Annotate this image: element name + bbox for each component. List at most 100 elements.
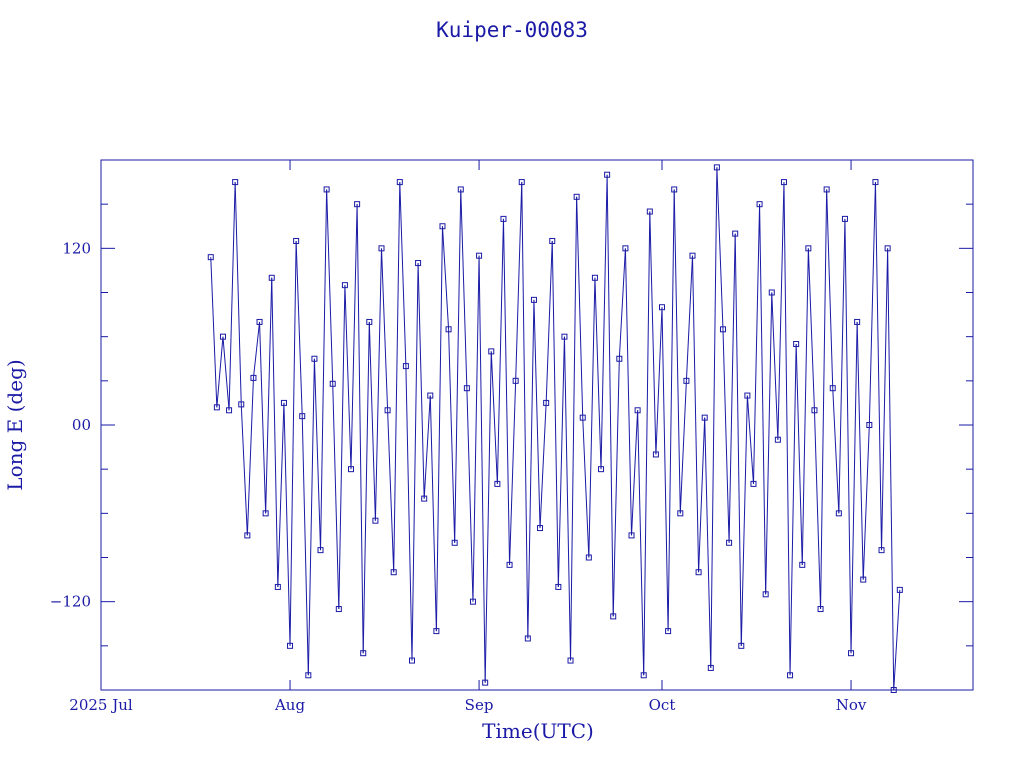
x-axis-title: Time(UTC) <box>482 719 594 743</box>
trace-segment <box>234 182 242 405</box>
data-point <box>835 510 842 517</box>
data-point <box>610 613 617 620</box>
x-tick-label: Aug <box>274 696 305 714</box>
x-axis-tick-labels: 2025 Jul Aug Sep Oct Nov <box>69 696 867 714</box>
data-markers <box>207 164 903 693</box>
trace-segment <box>734 233 742 646</box>
data-point <box>701 414 708 421</box>
trace-segment <box>868 182 876 426</box>
trace-segment <box>826 189 834 389</box>
trace-segment <box>210 257 218 408</box>
trace-segment <box>283 402 291 646</box>
trace-segment <box>795 344 803 565</box>
trace-segment <box>728 233 736 543</box>
trace-segment <box>881 248 889 551</box>
data-point <box>299 413 306 420</box>
trace-segment <box>874 182 883 551</box>
data-point <box>250 374 257 381</box>
data-point <box>780 179 787 186</box>
data-point <box>451 539 458 546</box>
data-point <box>287 642 294 649</box>
trace-segment <box>820 189 828 610</box>
trace-segment <box>527 299 535 639</box>
trace-segment <box>429 395 437 632</box>
data-point <box>896 586 903 593</box>
data-point <box>646 208 653 215</box>
y-tick-label: 120 <box>62 239 91 257</box>
trace-segment <box>624 248 633 536</box>
x-tick-label: 2025 Jul <box>69 696 133 714</box>
trace-segment <box>521 182 529 639</box>
data-point <box>732 230 739 237</box>
trace-segment <box>759 204 767 595</box>
trace-segment <box>576 196 584 418</box>
data-point <box>640 672 647 679</box>
trace-segment <box>460 189 468 389</box>
data-point <box>555 583 562 590</box>
trace-segment <box>813 410 822 610</box>
data-point <box>506 561 513 568</box>
trace-segment <box>545 240 553 403</box>
data-point <box>665 628 672 635</box>
trace-segment <box>850 321 858 654</box>
trace-segment <box>405 366 413 661</box>
data-point <box>488 348 495 355</box>
data-point <box>311 355 318 362</box>
data-point <box>829 385 836 392</box>
data-point <box>622 245 629 252</box>
trace-segment <box>612 358 620 617</box>
trace-segment <box>246 377 254 536</box>
data-point <box>598 466 605 473</box>
data-point <box>707 664 714 671</box>
trace-segment <box>667 189 675 632</box>
trace-segment <box>307 358 315 676</box>
trace-segment <box>661 307 669 632</box>
trace-segment <box>399 182 407 367</box>
data-point <box>695 569 702 576</box>
data-point <box>512 377 519 384</box>
data-point <box>817 606 824 613</box>
data-point <box>866 422 873 428</box>
trace-segment <box>326 189 334 384</box>
data-point <box>854 318 861 325</box>
data-point <box>396 179 403 186</box>
data-point <box>427 392 434 399</box>
data-point <box>323 186 330 193</box>
data-point <box>390 569 397 576</box>
data-point <box>256 318 263 325</box>
trace-segment <box>265 277 273 514</box>
data-point <box>823 186 830 193</box>
data-point <box>457 186 464 193</box>
trace-segment <box>582 417 590 558</box>
data-point <box>433 628 440 635</box>
trace-segment <box>417 263 425 499</box>
trace-segment <box>570 196 578 661</box>
trace-segment <box>722 329 730 543</box>
data-point <box>213 404 220 411</box>
data-point <box>207 254 214 261</box>
data-point <box>616 355 623 362</box>
trace-segment <box>856 321 864 580</box>
trace-segment <box>893 589 901 691</box>
trace-segment <box>393 182 401 573</box>
trace-segment <box>362 321 370 654</box>
trace-segment <box>387 410 395 573</box>
x-tick-label: Sep <box>465 696 494 714</box>
trace-segment <box>618 248 626 359</box>
trace-segment <box>466 388 474 602</box>
data-point <box>628 532 635 539</box>
trace-segment <box>539 402 547 529</box>
x-tick-label: Nov <box>836 696 867 714</box>
data-point <box>524 635 531 642</box>
trace-segment <box>887 248 895 691</box>
trace-segment <box>563 336 572 661</box>
trace-segment <box>454 189 462 543</box>
trace-segment <box>381 248 389 411</box>
trace-segment <box>557 336 565 587</box>
trace-segment <box>435 226 443 632</box>
trace-segment <box>600 174 608 470</box>
data-point <box>317 547 324 554</box>
trace-segment <box>716 167 724 330</box>
trace-segment <box>838 218 846 514</box>
data-point <box>884 245 891 252</box>
